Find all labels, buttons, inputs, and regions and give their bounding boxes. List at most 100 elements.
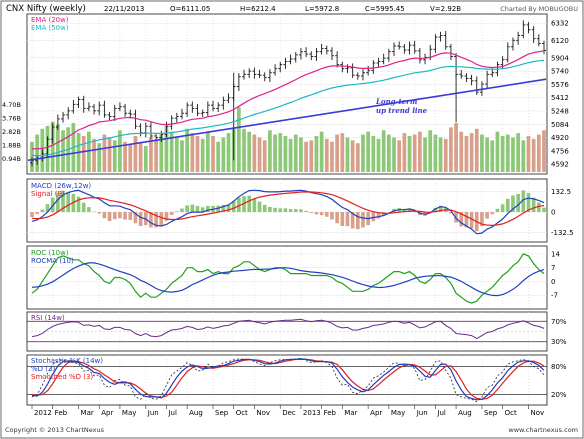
legend-stochastic-k: Stochastic %K (14w) (31, 357, 103, 365)
volume-tick-label: 3.76B (2, 114, 21, 122)
volume-bar (102, 134, 107, 172)
macd-histogram-bar (516, 193, 520, 213)
volume-bar (418, 131, 422, 172)
quote-date: 22/11/2013 (104, 5, 144, 13)
macd-histogram-bar (407, 208, 412, 213)
macd-histogram-bar (231, 200, 236, 213)
time-tick-label: Mar (81, 409, 94, 417)
volume-tick-label: 1.88B (2, 141, 21, 149)
macd-line (31, 189, 545, 235)
volume-tick-label: 4.70B (2, 101, 21, 109)
volume-bar (392, 137, 396, 172)
volume-bar (526, 136, 531, 172)
volume-bar (500, 136, 505, 172)
volume-bar (480, 134, 484, 172)
volume-bar (490, 140, 495, 172)
macd-histogram-bar (361, 212, 365, 228)
macd-histogram-bar (226, 204, 231, 213)
volume-bar (237, 107, 241, 172)
macd-histogram-bar (304, 210, 308, 213)
volume-bar (355, 143, 360, 172)
macd-histogram-bar (356, 212, 360, 230)
quote-low: L=5972.8 (305, 5, 339, 13)
macd-histogram-bar (133, 212, 138, 224)
macd-histogram-bar (340, 212, 345, 226)
volume-bar (268, 130, 272, 172)
macd-histogram-bar (319, 212, 324, 216)
quote-high: H=6212.4 (240, 5, 276, 13)
volume-bar (283, 136, 288, 172)
price-tick-label: 5084 (551, 121, 569, 129)
legend-rocma: ROCMA (10) (31, 257, 74, 265)
volume-bar (330, 141, 334, 172)
macd-histogram-bar (102, 212, 107, 219)
volume-tick-label: 0.94B (2, 155, 21, 163)
chart-credit: Charted By MOBUGOBU (500, 5, 578, 13)
volume-bar (433, 134, 438, 172)
volume-bar (438, 137, 443, 172)
price-axis-ticks: 6332 6120 5904 5740 5576 5412 5248 5084 4920 4756… (551, 20, 569, 169)
ohlc-bars (30, 20, 546, 167)
macd-histogram-bar (97, 212, 102, 214)
price-tick-label: 5904 (551, 54, 569, 62)
footer-url: www.chartnexus.com (508, 426, 578, 434)
volume-bar (190, 133, 195, 172)
time-tick-label: Aug (189, 409, 203, 417)
volume-bar (164, 125, 169, 172)
volume-bar (97, 143, 102, 172)
time-tick-label: Nov (530, 409, 544, 417)
volume-bar (185, 128, 190, 172)
volume-bar (221, 137, 226, 172)
time-tick-label: Oct (505, 409, 517, 417)
macd-axis-ticks: 132.5 0 -132.5 (551, 188, 574, 237)
volume-bar (536, 134, 541, 172)
legend-signal: Signal (9) (31, 190, 65, 198)
macd-histogram-bar (309, 212, 314, 214)
roc-tick-label: 7 (551, 264, 555, 272)
volume-bar (459, 131, 464, 172)
macd-histogram-bar (505, 198, 510, 213)
volume-bar (324, 138, 329, 172)
volume-bar (55, 124, 60, 172)
annotation-up-trend-line: up trend line (376, 106, 428, 115)
volume-bar (531, 138, 536, 172)
price-tick-label: 5248 (551, 107, 569, 115)
rsi-tick-label: 30% (551, 338, 567, 346)
price-tick-label: 6120 (551, 37, 569, 45)
volume-bar (205, 131, 210, 172)
macd-histogram-bar (521, 190, 526, 213)
macd-histogram-bar (278, 208, 283, 213)
macd-histogram-bar (438, 205, 443, 213)
volume-bar (118, 130, 122, 172)
volume-bar (407, 136, 412, 172)
time-tick-label: 2013 (303, 409, 321, 417)
macd-histogram-bar (81, 202, 86, 213)
time-tick-label: 2012 (34, 409, 52, 417)
volume-bar (423, 137, 427, 172)
time-axis: 2012 Feb Mar Apr May Jun Jul Aug Sep Oct Nov Dec 201… (27, 404, 547, 417)
macd-histogram-bar (40, 209, 45, 213)
macd-histogram-bar (350, 212, 355, 229)
volume-bar (350, 140, 355, 172)
macd-histogram-bar (128, 212, 133, 221)
price-tick-label: 5740 (551, 68, 569, 76)
macd-histogram-bar (87, 207, 91, 213)
macd-tick-label: -132.5 (551, 229, 574, 237)
volume-bar (428, 130, 433, 172)
volume-bar (288, 138, 293, 172)
price-tick-label: 5412 (551, 94, 569, 102)
volume-bar (464, 136, 469, 172)
volume-bar (226, 133, 231, 172)
volume-bar (469, 133, 474, 172)
macd-histogram-bar (268, 206, 272, 213)
time-tick-label: Nov (256, 409, 270, 417)
macd-histogram-bar (242, 196, 246, 213)
volume-bar (159, 134, 164, 172)
macd-histogram-bar (174, 211, 179, 213)
rsi-panel: 70% 30% RSI (14w) (26, 311, 567, 352)
volume-bar (169, 131, 174, 172)
volume-bar (381, 130, 386, 172)
price-panel: 6332 6120 5904 5740 5576 5412 5248 5084 4920 4756… (2, 13, 569, 175)
macd-histogram-bar (159, 212, 164, 226)
